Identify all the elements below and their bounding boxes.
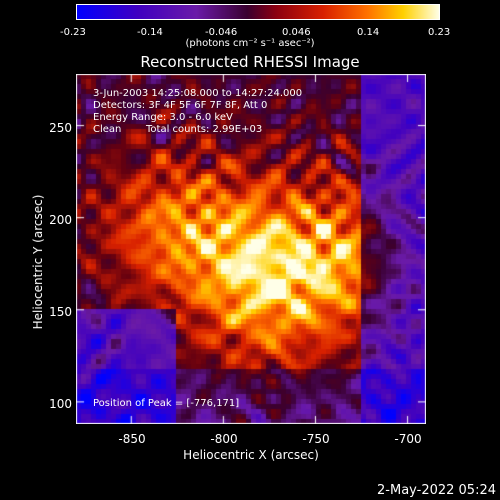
x-tick-label: -850 <box>118 432 146 446</box>
colorbar-tick: -0.14 <box>137 27 163 38</box>
colorbar-tick: 0.23 <box>428 27 451 38</box>
x-axis-label: Heliocentric X (arcsec) <box>183 448 319 462</box>
x-tick-label: -750 <box>302 432 330 446</box>
colorbar <box>76 4 440 20</box>
peak-position-label: Position of Peak = [-776,171] <box>93 398 240 409</box>
y-tick-label: 150 <box>49 305 72 319</box>
energy-range-label: Energy Range: 3.0 - 6.0 keV <box>93 112 233 123</box>
timestamp: 2-May-2022 05:24 <box>377 483 496 498</box>
x-tick-label: -700 <box>394 432 422 446</box>
colorbar-tick: 0.046 <box>282 27 311 38</box>
plot-title: Reconstructed RHESSI Image <box>140 53 360 71</box>
time-range-label: 3-Jun-2003 14:25:08.000 to 14:27:24.000 <box>93 88 303 99</box>
y-axis-label: Heliocentric Y (arcsec) <box>31 194 45 330</box>
colorbar-tick: -0.23 <box>60 27 86 38</box>
y-tick-label: 250 <box>49 121 72 135</box>
total-counts-label: Total counts: 2.99E+03 <box>146 124 263 135</box>
y-tick-label: 100 <box>49 397 72 411</box>
x-tick-label: -800 <box>210 432 238 446</box>
rhessi-image <box>76 74 426 424</box>
colorbar-tick: -0.046 <box>205 27 238 38</box>
method-label: Clean <box>93 124 122 135</box>
colorbar-tick: 0.14 <box>357 27 380 38</box>
colorbar-units: (photons cm⁻² s⁻¹ asec⁻²) <box>185 38 315 49</box>
detectors-label: Detectors: 3F 4F 5F 6F 7F 8F, Att 0 <box>93 100 268 111</box>
y-tick-label: 200 <box>49 213 72 227</box>
